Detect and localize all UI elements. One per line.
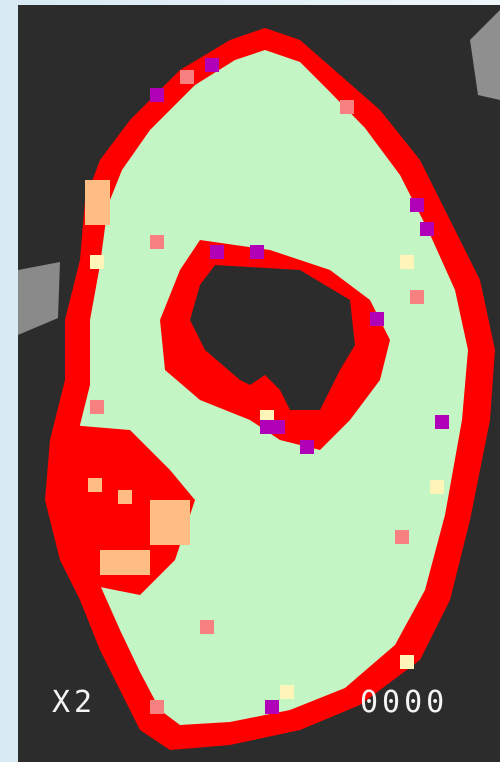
overlay-cell [90,400,104,414]
overlay-cell [265,700,279,714]
overlay-cell [260,420,285,434]
overlay-cell [90,255,104,269]
overlay-cell [370,312,384,326]
overlay-cell [118,490,132,504]
overlay-cell [100,550,150,575]
overlay-cell [430,480,444,494]
overlay-cell [210,245,224,259]
overlay-cell [395,530,409,544]
overlay-cell [400,655,414,669]
overlay-cell [420,222,434,236]
overlay-cell [400,255,414,269]
overlay-cell [340,100,354,114]
overlay-region [60,425,195,595]
overlay-cell [180,70,194,84]
overlay-cell [410,290,424,304]
overlay-cell [205,58,219,72]
overlay-cell [150,88,164,102]
overlay-cell [88,478,102,492]
overlay-cell [150,700,164,714]
overlay-cell [200,620,214,634]
overlay-cell [300,440,314,454]
caption-text: X2 [52,685,96,720]
overlay-cell [435,415,449,429]
fragment [18,262,60,335]
overlay-cell [410,198,424,212]
hole [190,265,355,410]
overlay-cell [280,685,294,699]
overlay-cells [150,58,449,714]
caption-text: 0000 [360,685,448,720]
overlay-cell [85,180,110,225]
fragment [470,10,500,100]
overlay-cell [150,235,164,249]
overlay-cell [150,500,190,545]
overlay-cells [90,70,424,714]
overlay-cell [250,245,264,259]
